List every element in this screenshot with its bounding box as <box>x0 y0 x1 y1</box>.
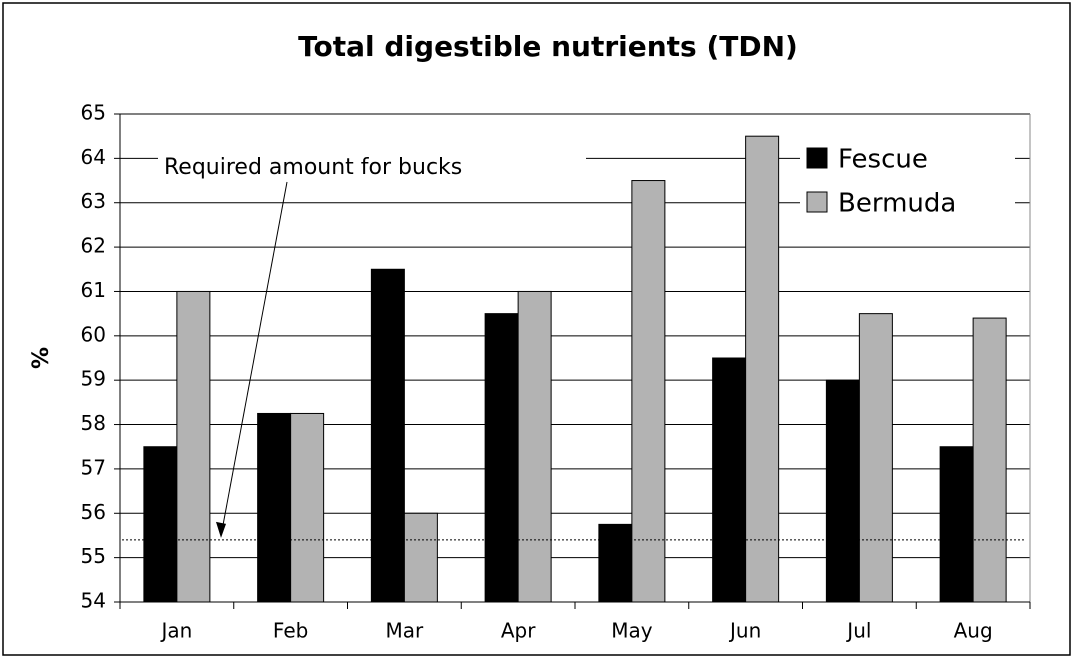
bar <box>257 412 292 603</box>
arrow-shaft <box>220 181 288 536</box>
y-tick-label: 54 <box>81 589 106 613</box>
y-tick-label: 58 <box>81 411 106 435</box>
x-tick-label: Apr <box>501 619 536 643</box>
y-tick-label: 61 <box>81 278 106 302</box>
bar <box>143 446 178 603</box>
y-tick-label: 56 <box>81 500 106 524</box>
y-tick-label: 64 <box>81 145 106 169</box>
y-axis-label: % <box>29 347 54 369</box>
bar <box>825 379 860 603</box>
y-tick-label: 55 <box>81 544 106 568</box>
y-tick-label: 63 <box>81 189 106 213</box>
bar <box>403 512 438 603</box>
x-tick-label: Jan <box>159 619 192 643</box>
annotation-bg <box>158 152 586 184</box>
x-tick-label: Jun <box>728 619 761 643</box>
bar <box>290 412 325 603</box>
bar <box>370 268 405 603</box>
legend-bg <box>800 140 1015 225</box>
x-tick-label: May <box>611 619 653 643</box>
x-tick-label: Mar <box>386 619 425 643</box>
bar <box>939 446 974 603</box>
x-tick-label: Jul <box>845 619 871 643</box>
bar <box>858 313 893 603</box>
legend-label: Fescue <box>838 145 928 175</box>
y-tick-label: 60 <box>81 322 106 346</box>
legend-label: Bermuda <box>838 189 956 219</box>
bar <box>631 180 666 603</box>
legend-swatch <box>806 191 828 213</box>
bar <box>745 135 780 603</box>
bar <box>598 523 633 603</box>
y-tick-label: 59 <box>81 367 106 391</box>
x-tick-label: Aug <box>954 619 993 643</box>
y-tick-label: 57 <box>81 455 106 479</box>
bar <box>517 290 552 603</box>
legend-swatch <box>806 147 828 169</box>
annotation: Required amount for bucks <box>164 155 462 180</box>
chart-title: Total digestible nutrients (TDN) <box>298 30 798 63</box>
y-tick-label: 62 <box>81 234 106 258</box>
bar <box>484 313 519 603</box>
arrow-head <box>216 521 226 538</box>
bar <box>712 357 747 603</box>
y-tick-label: 65 <box>81 101 106 125</box>
bar <box>972 317 1007 603</box>
x-tick-label: Feb <box>273 619 308 643</box>
bar <box>176 290 211 603</box>
